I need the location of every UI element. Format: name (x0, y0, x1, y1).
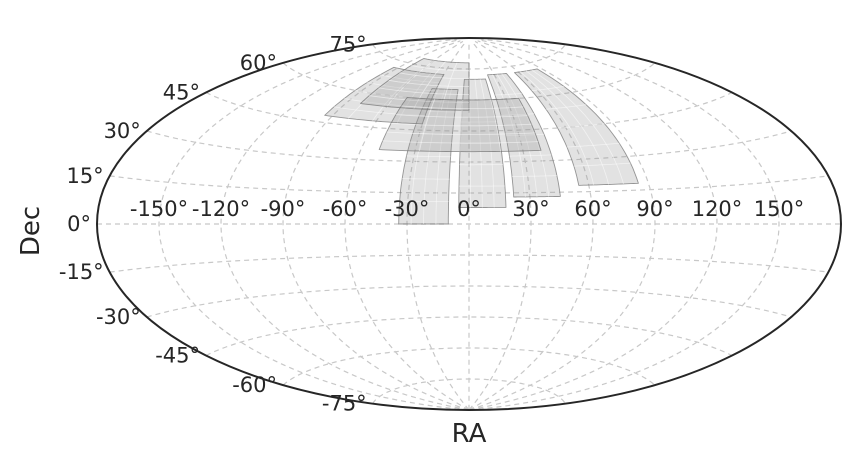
meridian-line (469, 38, 780, 411)
ra-tick-label: 120° (692, 197, 743, 221)
meridian-line (468, 41, 532, 411)
ra-tick-label: -60° (323, 197, 368, 221)
meridian-line (220, 39, 469, 411)
footprint-cell-line (509, 154, 552, 157)
parallel-line (109, 175, 829, 194)
footprint-cell-line (573, 162, 631, 167)
footprint-cell-line (395, 114, 528, 118)
parallel-line (109, 254, 829, 273)
footprint-cell-line (501, 113, 535, 116)
meridian-line (469, 39, 718, 411)
footprint-cell-line (386, 131, 536, 135)
dec-tick-labels: 75° 60° 45° 30°15° 0° -15° -30° -45° -60° -75° (59, 32, 367, 415)
ra-tick-label: 60° (574, 197, 611, 221)
footprint-cell-line (333, 106, 426, 116)
dec-tick-label: -60° (232, 373, 277, 397)
ra-tick-label: -120° (192, 197, 250, 221)
footprint-cell-line (557, 123, 605, 129)
dec-tick-label: -45° (155, 344, 200, 368)
footprint-cell-line (390, 122, 532, 127)
parallel-line (282, 347, 656, 386)
footprint-cell-line (388, 79, 469, 87)
dec-tick-label: -75° (322, 392, 367, 416)
dec-tick-label: -15° (59, 260, 104, 284)
ra-tick-label: 30° (512, 197, 549, 221)
dec-tick-label: 30° (104, 119, 141, 143)
ra-tick-label: -30° (385, 197, 430, 221)
footprint-cell-line (367, 82, 436, 92)
ra-tick-label: -90° (261, 197, 306, 221)
footprint-cell-line (406, 155, 451, 158)
ra-tick-label: 0° (457, 197, 481, 221)
footprint-cell-line (411, 65, 469, 72)
footprint-cell-line (401, 105, 524, 109)
parallel-line (146, 130, 792, 163)
footprint-cell-line (505, 133, 545, 137)
footprint-cell-line (512, 175, 557, 177)
footprint-cell-line (382, 140, 539, 144)
ra-tick-label: 150° (754, 197, 805, 221)
ra-tick-labels: -150° -120° -90° -60° -30° 0° 30° 60° 90° 120° 150… (130, 197, 804, 221)
footprint-cell-line (531, 85, 564, 92)
parallel-line (146, 285, 792, 318)
dec-tick-label: 15° (66, 164, 103, 188)
footprint-cell-line (399, 72, 469, 79)
dec-tick-label: -30° (96, 305, 141, 329)
projection-boundary (96, 37, 842, 411)
ra-tick-label: 90° (636, 197, 673, 221)
footprint-cell-line (378, 87, 469, 95)
dec-tick-label: 75° (329, 32, 366, 56)
dec-tick-label: 45° (163, 81, 200, 105)
y-axis-label: Dec (16, 206, 46, 256)
dec-tick-label: 0° (67, 212, 91, 236)
ra-tick-label: -150° (130, 197, 188, 221)
footprint-cell-line (566, 142, 620, 148)
footprint-layer (324, 58, 639, 225)
footprint-cell-line (402, 178, 450, 180)
footprint-cell-line (495, 93, 522, 96)
parallel-line (372, 378, 566, 405)
footprint-cell-line (369, 95, 469, 103)
dec-tick-label: 60° (240, 51, 277, 75)
x-axis-label: RA (452, 419, 487, 449)
footprint-cell-line (380, 74, 440, 83)
meridian-line (158, 38, 469, 411)
footprint-cell-line (545, 104, 587, 110)
